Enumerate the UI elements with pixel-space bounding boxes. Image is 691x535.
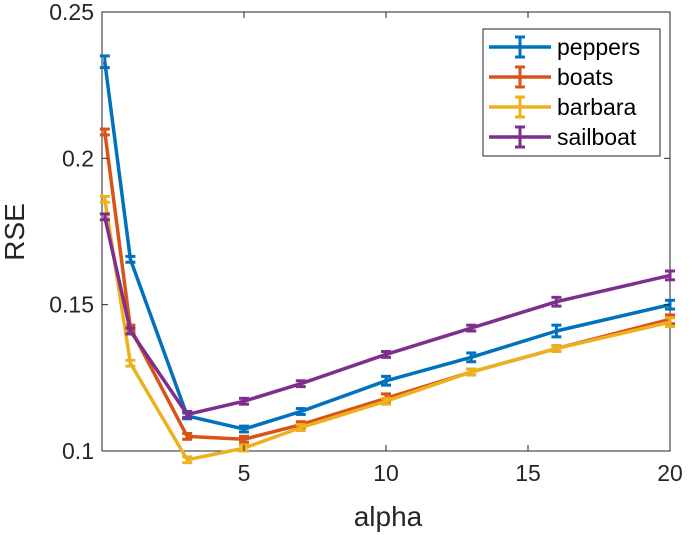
legend-item-boats: boats [489, 64, 613, 90]
legend-item-barbara: barbara [489, 94, 636, 120]
y-tick-label: 0.1 [62, 438, 94, 464]
error-bar-boats [239, 434, 249, 444]
series-sailboat [99, 212, 675, 419]
error-bar-barbara [381, 396, 391, 406]
error-bar-barbara [99, 194, 110, 204]
legend-label: boats [557, 64, 613, 90]
y-tick-label: 0.25 [49, 0, 94, 25]
legend-label: peppers [557, 34, 640, 60]
error-bar-peppers [551, 323, 562, 339]
legend-box [482, 28, 661, 157]
legend-item-sailboat: sailboat [489, 124, 637, 150]
y-tick-label: 0.15 [49, 292, 94, 318]
error-bar-boats [99, 127, 110, 137]
y-tick-label: 0.2 [62, 145, 94, 171]
error-bar-barbara [182, 455, 193, 465]
series-layer [99, 54, 675, 465]
x-tick-label: 10 [373, 460, 399, 486]
x-axis-ticks: 5 10 15 20 [238, 12, 683, 486]
error-bar-peppers [295, 407, 306, 416]
error-bar-sailboat [239, 396, 249, 406]
x-tick-label: 5 [238, 460, 251, 486]
error-bar-sailboat [295, 379, 306, 389]
error-bar-sailboat [182, 409, 193, 419]
error-bar-barbara [466, 367, 477, 377]
error-bar-barbara [125, 358, 136, 368]
x-tick-label: 15 [515, 460, 541, 486]
error-bar-barbara [295, 423, 306, 433]
legend-label: sailboat [557, 124, 637, 150]
error-bar-barbara [665, 316, 675, 329]
legend-item-peppers: peppers [489, 34, 640, 60]
error-bar-peppers [239, 424, 249, 434]
error-bar-sailboat [466, 323, 477, 333]
legend-label: barbara [557, 94, 636, 120]
error-bar-sailboat [665, 269, 675, 282]
error-bar-sailboat [125, 326, 136, 336]
error-bar-sailboat [551, 295, 562, 308]
error-bar-peppers [466, 351, 477, 364]
error-bar-barbara [551, 344, 562, 353]
y-axis-label: RSE [0, 203, 30, 261]
error-bar-peppers [125, 254, 136, 264]
y-axis-ticks: 0.1 0.15 0.2 0.25 [49, 0, 670, 464]
error-bar-boats [182, 431, 193, 441]
error-bar-sailboat [381, 349, 391, 359]
series-barbara [99, 194, 675, 465]
error-bar-sailboat [99, 212, 110, 222]
error-bar-peppers [381, 374, 391, 387]
x-tick-label: 20 [657, 460, 683, 486]
error-bar-peppers [99, 54, 110, 70]
x-axis-label: alpha [354, 501, 423, 532]
legend: peppers boats barbara sailboat [482, 28, 661, 157]
